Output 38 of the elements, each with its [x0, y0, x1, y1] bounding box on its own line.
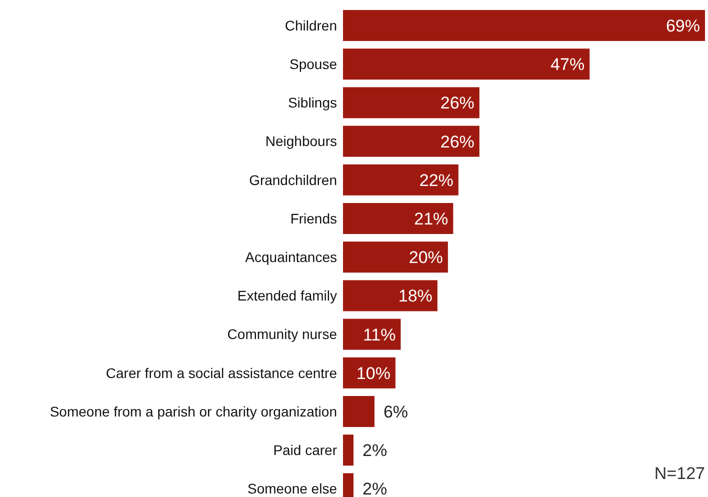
data-label: 6% — [383, 402, 408, 422]
bar — [343, 87, 480, 118]
data-label: 26% — [440, 132, 474, 152]
data-label: 2% — [362, 480, 388, 497]
bar — [343, 48, 590, 80]
bar — [343, 396, 374, 427]
y-tick-label: Siblings — [288, 94, 337, 111]
data-label: 2% — [362, 441, 388, 460]
data-label: 10% — [356, 364, 390, 383]
y-tick-label: Community nurse — [227, 326, 338, 342]
data-label: 18% — [398, 286, 432, 306]
bar — [343, 280, 438, 312]
data-label: 47% — [550, 55, 585, 74]
y-tick-label: Acquaintances — [245, 249, 337, 265]
y-tick-label: Spouse — [290, 56, 338, 72]
annotation: N=127 — [654, 464, 705, 483]
data-label: 22% — [419, 170, 454, 190]
bar — [343, 203, 454, 234]
data-label: 21% — [414, 209, 448, 228]
y-tick-label: Carer from a social assistance centre — [106, 364, 338, 381]
y-tick-label: Someone from a parish or charity organization — [50, 403, 337, 420]
y-tick-label: Grandchildren — [249, 172, 337, 188]
y-tick-label: Friends — [290, 210, 337, 226]
data-label: 69% — [666, 16, 700, 36]
data-label: 11% — [362, 325, 396, 344]
bar — [343, 126, 480, 157]
y-tick-label: Neighbours — [265, 133, 337, 150]
y-tick-label: Someone else — [247, 480, 338, 497]
bar — [343, 242, 448, 273]
bar — [343, 164, 458, 196]
data-label: 26% — [440, 94, 474, 113]
bar — [343, 10, 705, 41]
bar — [343, 434, 354, 466]
bar — [343, 318, 401, 350]
y-tick-label: Paid carer — [273, 442, 338, 458]
data-label: 20% — [408, 248, 443, 268]
y-tick-label: Extended family — [237, 288, 337, 304]
y-tick-label: Children — [284, 17, 337, 34]
